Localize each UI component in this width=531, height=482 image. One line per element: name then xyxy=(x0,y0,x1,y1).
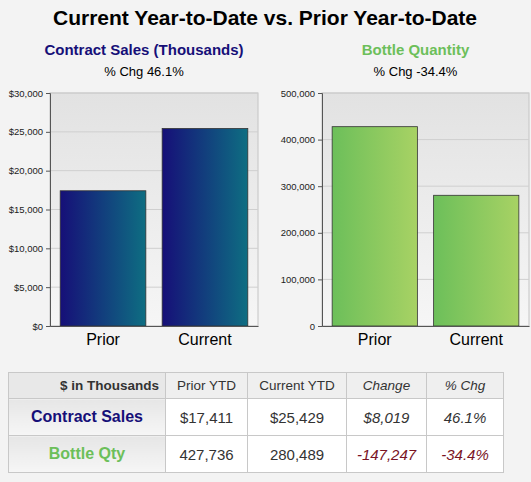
header-cell: Current YTD xyxy=(248,373,347,399)
tick-label: Current xyxy=(450,331,504,348)
x-axis: Prior Current xyxy=(323,326,530,348)
y-tick: 200,000 xyxy=(281,227,322,238)
header-cell: % Chg xyxy=(427,373,504,399)
x-tick: Prior xyxy=(86,326,120,348)
tick-label: $15,000 xyxy=(9,204,43,215)
chart-title: Contract Sales (Thousands) xyxy=(44,41,243,58)
x-axis: Prior Current xyxy=(51,326,259,348)
y-tick: 300,000 xyxy=(281,181,322,192)
tick-label: 200,000 xyxy=(281,227,315,238)
data-cell: $25,429 xyxy=(248,399,347,436)
data-row: Contract Sales$17,411$25,429$8,01946.1% xyxy=(9,399,504,436)
tick-label: $10,000 xyxy=(9,243,43,254)
grid-line xyxy=(322,93,529,94)
axis-line xyxy=(318,94,323,327)
data-cell: 427,736 xyxy=(166,436,248,473)
y-axis: $0 $5,000 $10,000 $15,000 $20,000 $25,000 $30,… xyxy=(9,88,51,332)
axis-line xyxy=(51,326,259,327)
plot-background xyxy=(50,93,258,326)
x-tick: Current xyxy=(450,326,504,348)
y-tick: 500,000 xyxy=(281,88,322,99)
axis-line xyxy=(46,94,51,327)
chart-canvas: Current Year-to-Date vs. Prior Year-to-D… xyxy=(0,0,531,372)
header-cell: Prior YTD xyxy=(166,373,248,399)
bar xyxy=(60,191,146,326)
tick-mark xyxy=(46,132,50,133)
axis-line xyxy=(323,326,530,327)
data-cell: -147,247 xyxy=(347,436,427,473)
y-tick: $20,000 xyxy=(9,165,50,176)
tick-label: Prior xyxy=(358,331,392,348)
tick-label: $5,000 xyxy=(14,282,43,293)
tick-mark xyxy=(318,93,322,94)
y-tick: 100,000 xyxy=(281,274,322,285)
summary-table: $ in ThousandsPrior YTDCurrent YTDChange… xyxy=(8,372,504,473)
tick-mark xyxy=(318,279,322,280)
bar-chart: Bottle Quantity % Chg -34.4% 0 100,000 200,0… xyxy=(281,41,530,348)
tick-mark xyxy=(46,248,50,249)
y-tick: $5,000 xyxy=(14,282,50,293)
data-cell: 46.1% xyxy=(427,399,504,436)
tick-label: 100,000 xyxy=(281,274,315,285)
tick-label: Prior xyxy=(86,331,120,348)
header-cell: $ in Thousands xyxy=(9,373,166,399)
chart-subtitle: % Chg -34.4% xyxy=(374,64,458,79)
page-title: Current Year-to-Date vs. Prior Year-to-D… xyxy=(53,6,477,29)
y-tick: 400,000 xyxy=(281,134,322,145)
plot-background xyxy=(322,93,529,326)
tick-label: 0 xyxy=(310,321,315,332)
data-cell: -34.4% xyxy=(427,436,504,473)
data-cell: $8,019 xyxy=(347,399,427,436)
y-tick: $25,000 xyxy=(9,126,50,137)
tick-mark xyxy=(318,233,322,234)
tick-mark xyxy=(46,287,50,288)
bar xyxy=(434,195,519,326)
tick-label: $20,000 xyxy=(9,165,43,176)
y-tick: $15,000 xyxy=(9,204,50,215)
tick-mark xyxy=(318,186,322,187)
y-tick: $30,000 xyxy=(9,88,50,99)
y-axis: 0 100,000 200,000 300,000 400,000 500,000 xyxy=(281,88,323,332)
bars xyxy=(60,129,248,326)
bars xyxy=(332,127,519,326)
tick-label: 500,000 xyxy=(281,88,315,99)
tick-mark xyxy=(46,210,50,211)
y-tick: 0 xyxy=(310,321,322,332)
data-row: Bottle Qty427,736280,489-147,247-34.4% xyxy=(9,436,504,473)
tick-mark xyxy=(46,93,50,94)
header-cell: Change xyxy=(347,373,427,399)
x-tick: Prior xyxy=(358,326,392,348)
header-row: $ in ThousandsPrior YTDCurrent YTDChange… xyxy=(9,373,504,399)
tick-mark xyxy=(46,171,50,172)
tick-mark xyxy=(318,326,322,327)
tick-label: 400,000 xyxy=(281,134,315,145)
data-cell: $17,411 xyxy=(166,399,248,436)
tick-label: $0 xyxy=(32,321,43,332)
y-tick: $10,000 xyxy=(9,243,50,254)
chart-subtitle: % Chg 46.1% xyxy=(104,64,184,79)
row-label: Bottle Qty xyxy=(9,436,166,473)
bar xyxy=(332,127,417,326)
bar xyxy=(162,129,248,326)
row-label: Contract Sales xyxy=(9,399,166,436)
y-tick: $0 xyxy=(32,321,50,332)
tick-mark xyxy=(318,140,322,141)
data-cell: 280,489 xyxy=(248,436,347,473)
tick-label: $30,000 xyxy=(9,88,43,99)
tick-mark xyxy=(46,326,50,327)
x-tick: Current xyxy=(178,326,232,348)
chart-title: Bottle Quantity xyxy=(362,41,470,58)
bar-chart: Contract Sales (Thousands)% Chg 46.1%$0$… xyxy=(9,41,259,348)
tick-label: Current xyxy=(178,331,232,348)
tick-label: $25,000 xyxy=(9,126,43,137)
tick-label: 300,000 xyxy=(281,181,315,192)
grid-line xyxy=(50,93,258,94)
